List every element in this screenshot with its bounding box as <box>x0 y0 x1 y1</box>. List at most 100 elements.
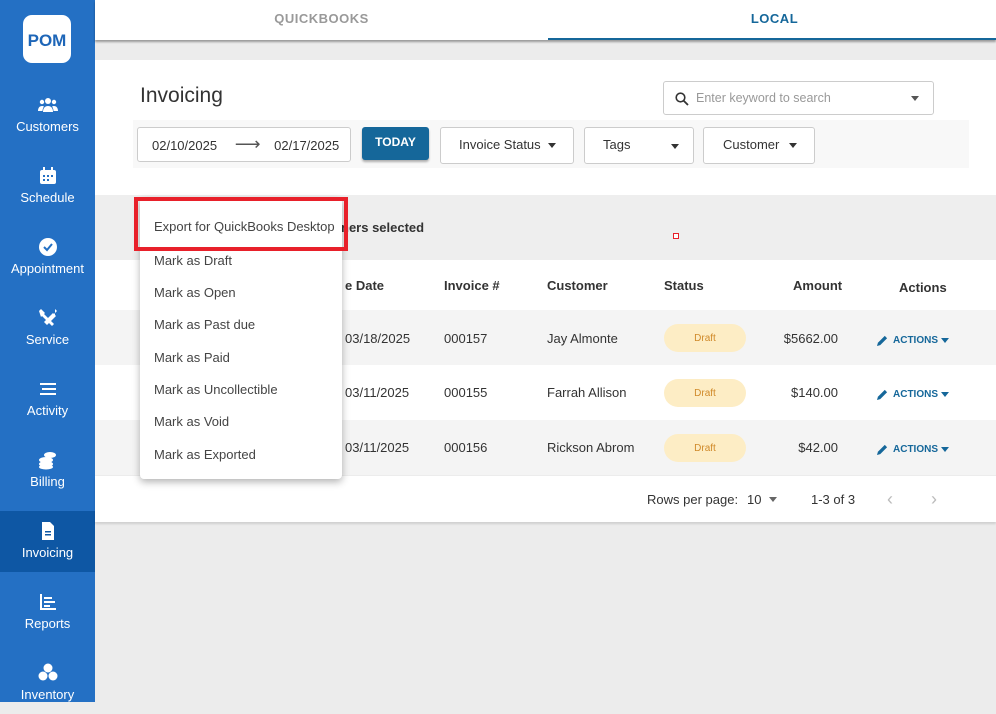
search-placeholder: Enter keyword to search <box>696 91 831 105</box>
tools-icon <box>38 309 57 326</box>
filter-label: Invoice Status <box>459 137 541 152</box>
actions-label: ACTIONS <box>893 389 938 400</box>
sidebar-item-label: Schedule <box>20 190 75 205</box>
invoice-status-filter[interactable]: Invoice Status <box>440 127 574 164</box>
tab-local[interactable]: LOCAL <box>548 0 996 40</box>
arrow-right-icon: ⟶ <box>234 134 261 154</box>
chart-icon <box>39 594 56 610</box>
status-badge: Draft <box>664 324 746 352</box>
check-circle-icon <box>38 238 57 256</box>
document-icon <box>41 522 54 540</box>
sidebar-item-label: Inventory <box>20 687 75 702</box>
coins-icon <box>38 452 56 470</box>
menu-item-mark-as-uncollectible[interactable]: Mark as Uncollectible <box>154 382 278 397</box>
sidebar-item-invoicing[interactable]: Invoicing <box>0 511 95 572</box>
filter-label: Customer <box>723 137 780 152</box>
menu-item-mark-as-void[interactable]: Mark as Void <box>154 414 230 429</box>
sidebar-item-label: Service <box>25 332 70 347</box>
sidebar-item-customers[interactable]: Customers <box>0 85 95 146</box>
menu-item-export-for-quickbooks-desktop[interactable]: Export for QuickBooks Desktop <box>154 219 335 234</box>
header-customer: Customer <box>547 277 608 293</box>
chevron-down-icon[interactable] <box>911 96 919 101</box>
selection-count: ners selected <box>341 220 425 235</box>
customer-name: Jay Almonte <box>547 330 618 346</box>
menu-item-mark-as-paid[interactable]: Mark as Paid <box>154 350 230 365</box>
header-invoice: Invoice # <box>444 277 500 293</box>
customer-name: Rickson Abrom <box>547 440 635 455</box>
menu-item-mark-as-draft[interactable]: Mark as Draft <box>154 253 233 268</box>
status-badge: Draft <box>664 434 746 462</box>
page-range: 1-3 of 3 <box>811 491 856 507</box>
bulk-actions-menu: Export for QuickBooks Desktop Mark as Dra… <box>140 198 342 479</box>
sidebar-item-appointment[interactable]: Appointment <box>0 227 95 288</box>
today-button[interactable]: TODAY <box>362 127 429 160</box>
list-icon <box>39 383 56 395</box>
pom-logo: POM <box>23 15 71 63</box>
invoice-number: 000156 <box>444 440 488 455</box>
actions-button[interactable]: ACTIONS <box>877 312 949 368</box>
sidebar-item-label: Billing <box>30 474 65 489</box>
sidebar-item-reports[interactable]: Reports <box>0 582 95 643</box>
sidebar-item-activity[interactable]: Activity <box>0 369 95 430</box>
caret-down-icon <box>671 144 679 149</box>
filter-label: Tags <box>603 137 631 152</box>
highlight-box <box>134 197 348 251</box>
amount: $140.00 <box>791 385 838 400</box>
header-due-date: e Date <box>345 277 385 293</box>
menu-item-mark-as-open[interactable]: Mark as Open <box>154 285 236 300</box>
sidebar-item-label: Activity <box>26 403 69 418</box>
rows-per-page-select[interactable]: 10 <box>747 476 778 522</box>
actions-label: ACTIONS <box>893 444 938 455</box>
tab-quickbooks[interactable]: QUICKBOOKS <box>274 11 369 26</box>
tab-bar: QUICKBOOKS LOCAL <box>95 0 996 40</box>
sidebar-item-service[interactable]: Service <box>0 298 95 359</box>
calendar-icon <box>39 167 56 184</box>
sidebar-item-billing[interactable]: Billing <box>0 440 95 501</box>
due-date: 03/11/2025 <box>345 385 410 400</box>
pencil-icon <box>877 335 888 346</box>
sidebar-item-schedule[interactable]: Schedule <box>0 156 95 217</box>
invoice-number: 000155 <box>444 385 488 400</box>
rows-per-page-label: Rows per page: <box>647 491 739 507</box>
sidebar-item-inventory[interactable]: Inventory <box>0 653 95 714</box>
invoicing-header-card: Invoicing Enter keyword to search 02/10/… <box>95 60 996 195</box>
sidebar-item-label: Customers <box>16 119 79 134</box>
status-badge: Draft <box>664 379 746 407</box>
caret-down-icon <box>788 143 797 149</box>
customer-filter[interactable]: Customer <box>703 127 815 164</box>
actions-button[interactable]: ACTIONS <box>877 367 949 422</box>
amount: $42.00 <box>798 440 838 455</box>
menu-item-mark-as-past-due[interactable]: Mark as Past due <box>154 317 256 332</box>
search-input[interactable]: Enter keyword to search <box>663 81 934 115</box>
caret-down-icon <box>941 337 949 343</box>
tags-filter[interactable]: Tags <box>584 127 694 164</box>
sidebar-item-label: Invoicing <box>21 545 74 560</box>
caret-down-icon <box>941 447 949 452</box>
header-actions: Actions <box>899 279 947 295</box>
date-from: 02/10/2025 <box>152 138 218 153</box>
next-page-icon[interactable]: › <box>931 488 937 509</box>
caret-down-icon <box>548 143 557 149</box>
page-title: Invoicing <box>140 84 223 107</box>
due-date: 03/18/2025 <box>345 330 411 346</box>
rows-per-page-value: 10 <box>747 491 762 507</box>
sidebar: POM Customers Schedule Appointment Service A… <box>0 0 95 702</box>
menu-item-mark-as-exported[interactable]: Mark as Exported <box>154 447 256 462</box>
caret-down-icon <box>769 496 778 502</box>
sidebar-item-label: Reports <box>24 616 71 631</box>
header-amount: Amount <box>793 277 843 293</box>
prev-page-icon[interactable]: ‹ <box>887 488 893 509</box>
actions-button[interactable]: ACTIONS <box>877 422 949 477</box>
date-range-picker[interactable]: 02/10/2025 ⟶ 02/17/2025 <box>137 127 351 162</box>
amount: $5662.00 <box>783 330 838 346</box>
pencil-icon <box>877 444 888 455</box>
caret-down-icon <box>941 392 949 397</box>
search-icon <box>675 92 689 106</box>
customer-name: Farrah Allison <box>547 385 627 400</box>
pagination: Rows per page: 10 1-3 of 3 ‹ › <box>95 476 996 522</box>
invoice-number: 000157 <box>444 330 488 346</box>
header-status: Status <box>664 277 704 293</box>
actions-label: ACTIONS <box>893 334 938 346</box>
boxes-icon <box>38 663 57 681</box>
users-icon <box>37 98 58 112</box>
